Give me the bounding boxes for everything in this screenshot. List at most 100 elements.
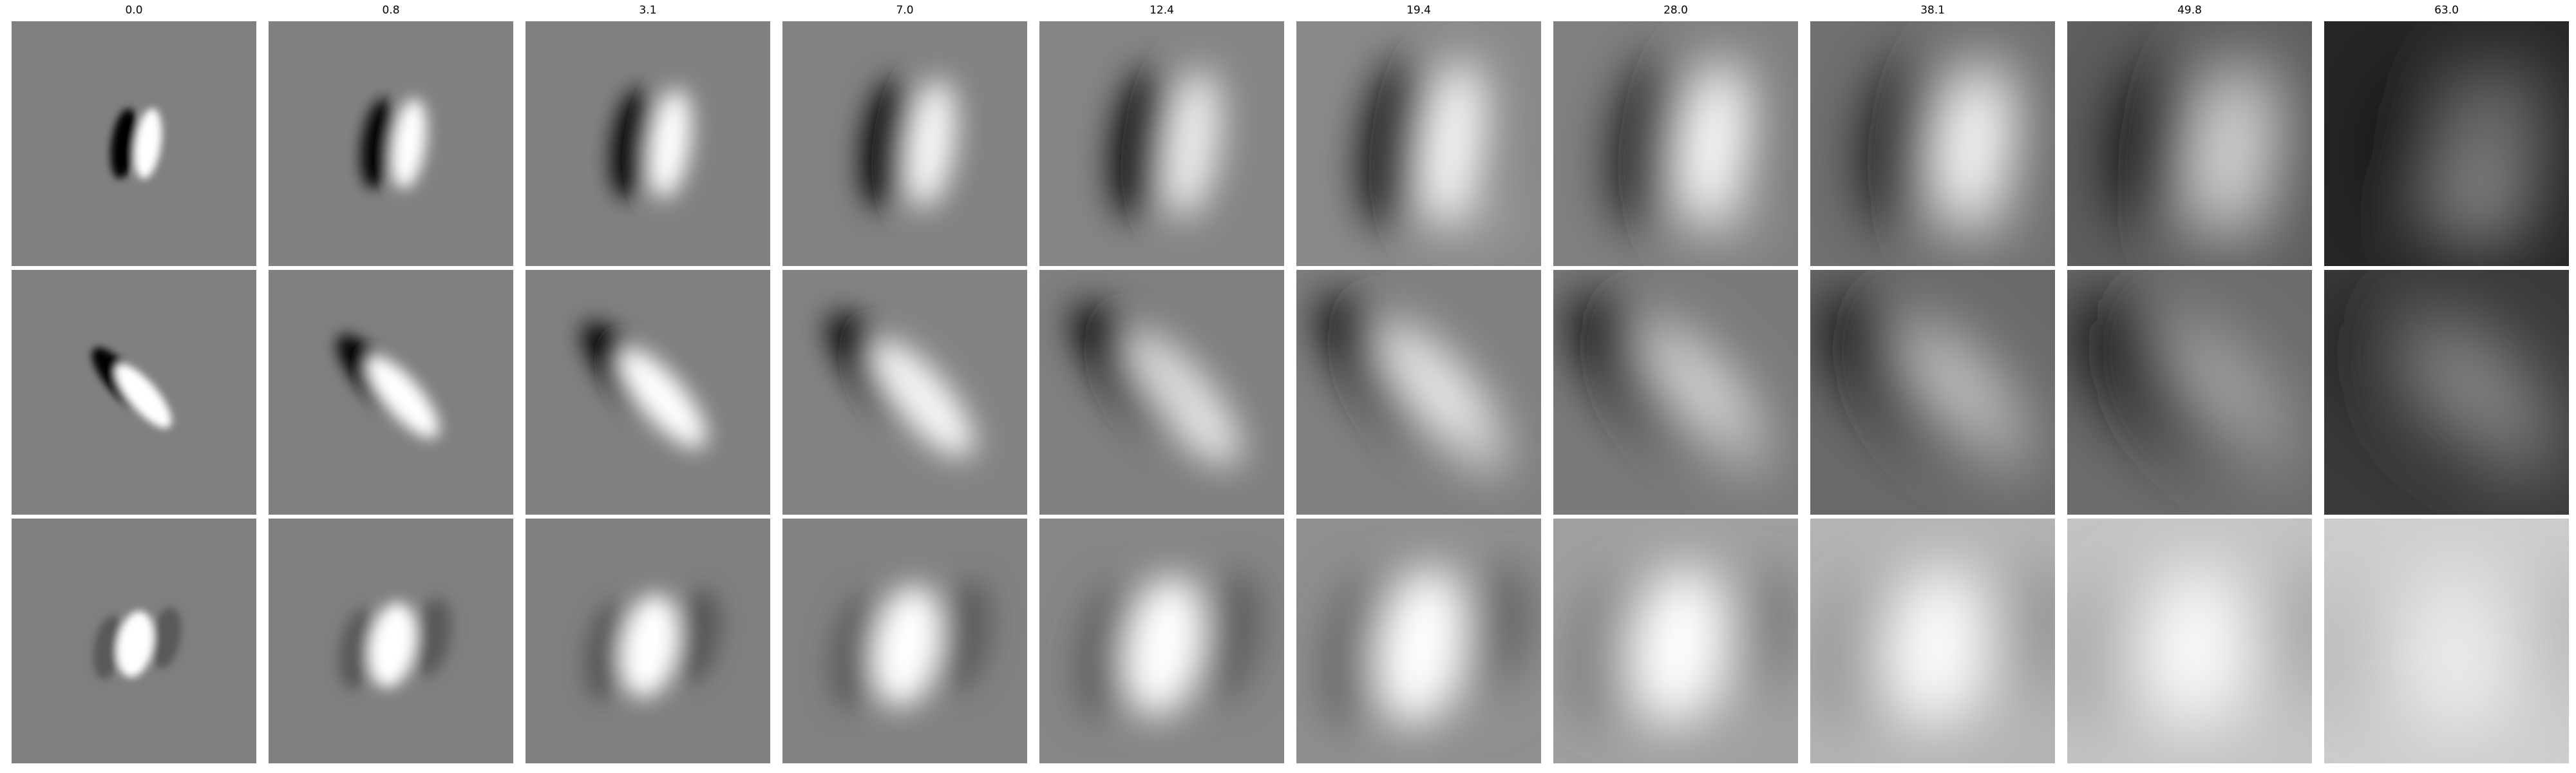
- column-title: 0.8: [382, 4, 400, 17]
- filter-tile: [1553, 21, 1798, 266]
- dark-lobe: [1864, 59, 1944, 228]
- light-lobe: [115, 364, 172, 428]
- dark-lobe: [862, 79, 913, 209]
- light-lobe: [116, 611, 155, 678]
- filter-tile-svg: [2067, 21, 2312, 266]
- dark-lobe: [361, 99, 396, 189]
- light-lobe: [905, 79, 956, 209]
- column-title: 12.4: [1150, 4, 1174, 17]
- dark-lobe: [829, 593, 886, 710]
- filter-tile-svg: [1810, 519, 2055, 763]
- dark-lobe: [413, 597, 451, 676]
- filter-tile-svg: [782, 519, 1027, 763]
- light-lobe: [619, 348, 706, 448]
- texture-lobe: [2182, 180, 2275, 249]
- filter-tile-svg: [12, 21, 256, 266]
- light-lobe: [134, 108, 162, 179]
- light-lobe: [873, 585, 942, 707]
- texture-lobe: [2430, 649, 2528, 723]
- filter-tile: [1039, 270, 1284, 515]
- filter-tile-svg: [782, 270, 1027, 515]
- texture-lobe: [1438, 421, 1515, 479]
- column-title: 0.0: [125, 4, 143, 17]
- texture-lobe: [2430, 178, 2528, 251]
- filter-tile-svg: [2324, 519, 2569, 763]
- dark-lobe: [674, 588, 722, 684]
- filter-tile-svg: [1039, 270, 1284, 515]
- light-lobe: [367, 356, 439, 439]
- filter-tile-svg: [1296, 21, 1541, 266]
- texture-lobe: [1934, 653, 2022, 719]
- light-lobe: [1124, 575, 1204, 717]
- column-title: 3.1: [639, 4, 657, 17]
- filter-tile: [1810, 270, 2055, 515]
- filter-tile: [782, 21, 1027, 266]
- dark-lobe: [1363, 59, 1428, 228]
- texture-lobe: [1686, 419, 1768, 481]
- filter-tile-svg: [2067, 270, 2312, 515]
- column-title: 38.1: [1920, 4, 1945, 17]
- dark-lobe: [1320, 575, 1394, 728]
- texture-lobe: [2182, 651, 2275, 721]
- texture-lobe: [1934, 182, 2022, 247]
- texture-lobe: [2430, 414, 2528, 487]
- light-lobe: [620, 594, 679, 698]
- light-lobe: [368, 602, 417, 688]
- texture-lobe: [1934, 417, 2022, 483]
- filter-tile-svg: [269, 519, 513, 763]
- dark-lobe: [1813, 575, 1900, 728]
- filter-tile: [782, 270, 1027, 515]
- column-title: 28.0: [1663, 4, 1688, 17]
- filter-tile: [269, 21, 513, 266]
- filter-tile: [2067, 21, 2312, 266]
- filter-tile: [1039, 21, 1284, 266]
- filter-tile: [269, 519, 513, 763]
- filter-tile: [1810, 519, 2055, 763]
- filter-tile: [526, 270, 770, 515]
- dark-lobe: [2366, 59, 2459, 229]
- filter-tile: [12, 21, 256, 266]
- filter-tile-svg: [2324, 21, 2569, 266]
- column-title: 49.8: [2177, 4, 2202, 17]
- dark-lobe: [151, 607, 182, 669]
- filter-tile-svg: [1553, 519, 1798, 763]
- column-title: 19.4: [1406, 4, 1431, 17]
- dark-lobe: [936, 579, 992, 692]
- filter-tile: [1296, 270, 1541, 515]
- light-lobe: [1419, 59, 1486, 228]
- light-lobe: [1162, 69, 1221, 218]
- filter-tile-svg: [1810, 270, 2055, 515]
- filter-tile: [2324, 519, 2569, 763]
- filter-tile: [2067, 270, 2312, 515]
- dark-lobe: [1567, 575, 1647, 728]
- filter-tile-svg: [12, 270, 256, 515]
- filter-tile: [1810, 21, 2055, 266]
- filter-tile: [2324, 270, 2569, 515]
- filter-tile-svg: [1039, 519, 1284, 763]
- filter-tile: [2324, 21, 2569, 266]
- filter-tile-svg: [12, 519, 256, 763]
- filter-tile: [12, 519, 256, 763]
- texture-lobe: [1686, 184, 1768, 245]
- filter-tile-svg: [526, 519, 770, 763]
- dark-lobe: [338, 608, 377, 691]
- filter-tile: [1296, 21, 1541, 266]
- filter-tile-svg: [1553, 270, 1798, 515]
- dark-lobe: [2509, 562, 2569, 710]
- filter-tile: [1553, 270, 1798, 515]
- texture-lobe: [2182, 415, 2275, 485]
- dark-lobe: [1198, 571, 1262, 701]
- dark-lobe: [611, 88, 654, 199]
- filter-tile-svg: [269, 21, 513, 266]
- dark-lobe: [2115, 59, 2202, 229]
- filter-tile-svg: [1810, 21, 2055, 266]
- texture-lobe: [1686, 655, 1768, 717]
- filter-tile-svg: [526, 21, 770, 266]
- dark-lobe: [93, 615, 124, 680]
- dark-lobe: [1613, 59, 1686, 228]
- filter-tile-svg: [2324, 270, 2569, 515]
- light-lobe: [871, 339, 974, 457]
- filter-tile-svg: [1296, 270, 1541, 515]
- filter-tile: [12, 270, 256, 515]
- light-lobe: [1123, 330, 1242, 466]
